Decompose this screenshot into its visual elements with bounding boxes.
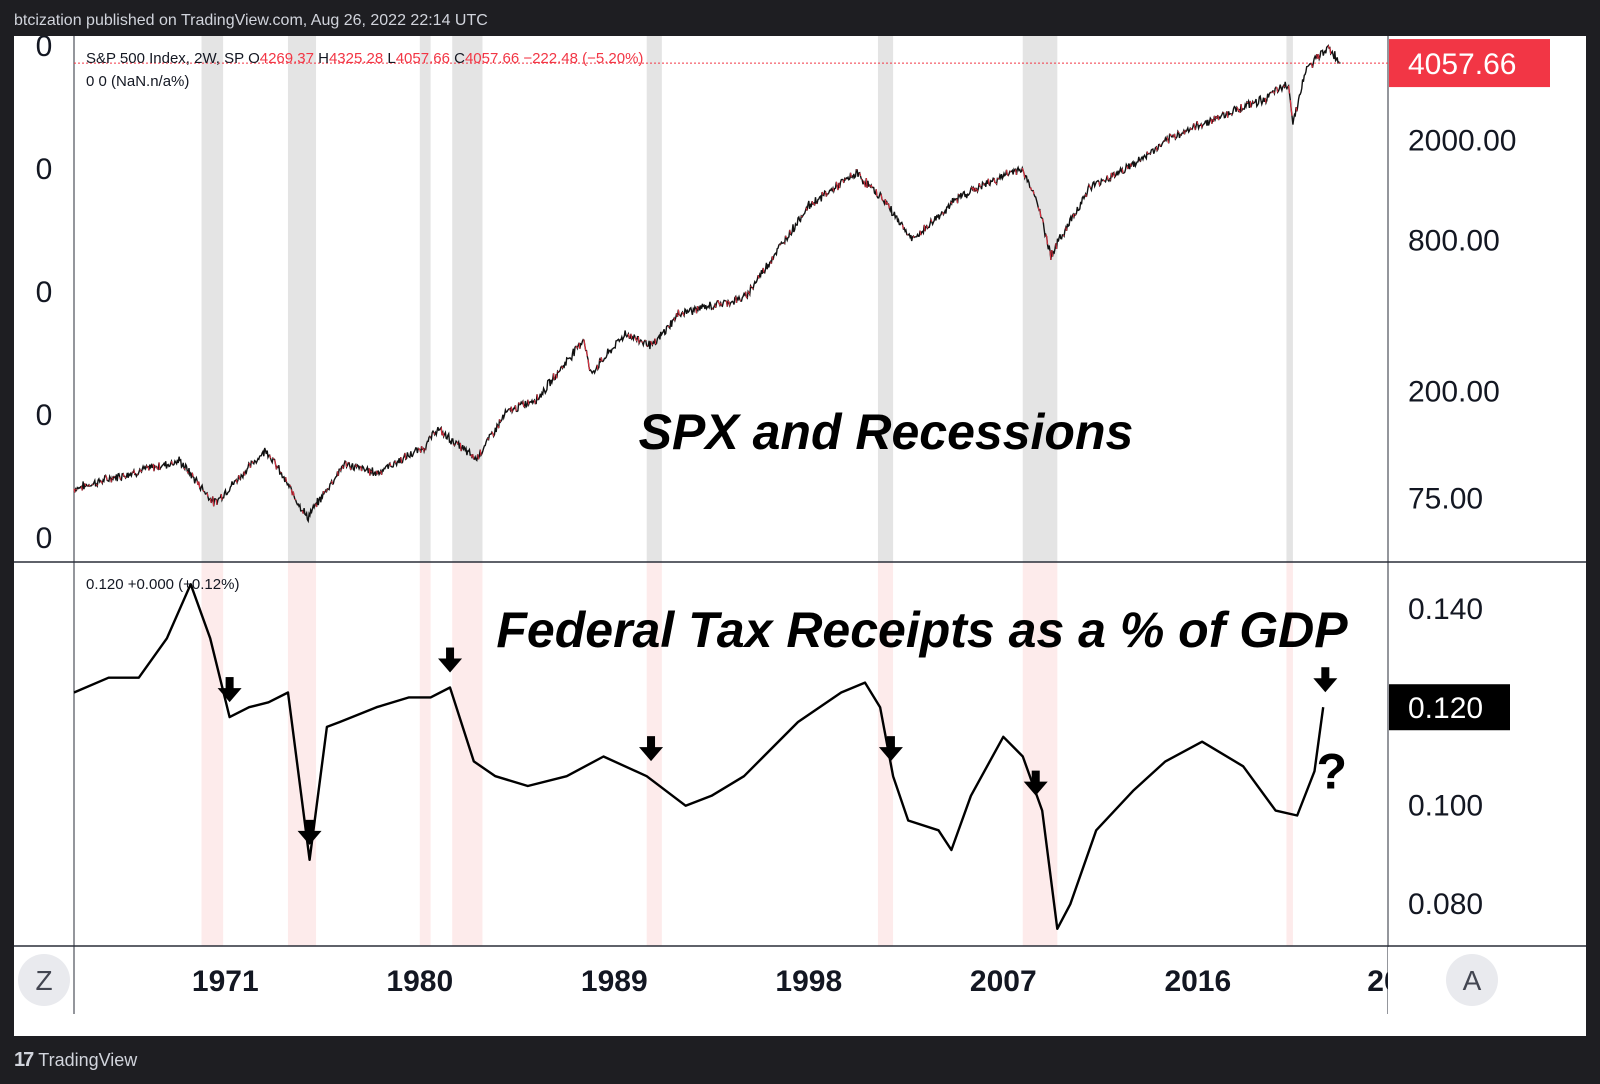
last-price-value: 4057.66 (1408, 48, 1516, 81)
spx-chart-title: SPX and Recessions (639, 404, 1134, 460)
tradingview-logo-icon: 17 (14, 1048, 34, 1071)
spx-legend-second-line: 0 0 (NaN.n/a%) (86, 73, 189, 90)
left-y-tick-label: 0 (36, 153, 53, 186)
recession-band-bottom-3 (452, 562, 483, 946)
spx-down-candles (73, 45, 1340, 514)
left-y-tick-label: 0 (36, 522, 53, 555)
recession-band-bottom-7 (1286, 562, 1293, 946)
recession-band-top-7 (1286, 36, 1293, 562)
x-axis-tick-label: 1971 (192, 965, 259, 998)
tax-y-tick-label: 0.080 (1408, 888, 1483, 921)
spx-legend: S&P 500 Index, 2W, SP O4269.37 H4325.28 … (86, 50, 643, 67)
chart-canvas[interactable]: S&P 500 Index, 2W, SP O4269.37 H4325.28 … (14, 36, 1586, 1036)
tradingview-footer: 17 TradingView (0, 1036, 1600, 1084)
spx-y-tick-label: 2000.00 (1408, 124, 1516, 157)
last-value-text: 0.120 (1408, 692, 1483, 725)
recession-band-bottom-1 (287, 562, 317, 946)
zoom-button[interactable] (18, 954, 70, 1006)
tax-y-tick-label: 0.100 (1408, 790, 1483, 823)
down-arrow-icon (1313, 667, 1338, 693)
auto-scale-button-label[interactable]: A (1463, 965, 1482, 996)
tradingview-brand: TradingView (38, 1049, 138, 1070)
spx-y-tick-label: 75.00 (1408, 483, 1483, 516)
x-axis-tick-label: 1980 (386, 965, 453, 998)
tax-y-tick-label: 0.140 (1408, 593, 1483, 626)
recession-band-bottom-0 (201, 562, 224, 946)
left-y-tick-label: 0 (36, 399, 53, 432)
chart-frame: S&P 500 Index, 2W, SP O4269.37 H4325.28 … (14, 36, 1586, 1036)
recession-band-bottom-2 (419, 562, 431, 946)
recession-band-top-3 (452, 36, 483, 562)
left-y-tick-label: 0 (36, 36, 53, 63)
last-value-badge (1389, 684, 1510, 731)
recession-band-top-6 (1022, 36, 1058, 562)
recession-band-top-2 (419, 36, 431, 562)
recession-band-top-5 (877, 36, 894, 562)
spx-y-tick-label: 800.00 (1408, 224, 1500, 257)
tax-chart-title: Federal Tax Receipts as a % of GDP (496, 602, 1348, 658)
spx-y-tick-label: 200.00 (1408, 376, 1500, 409)
tax-legend: 0.120 +0.000 (+0.12%) (86, 576, 239, 593)
x-axis-tick-label: 2016 (1164, 965, 1231, 998)
last-price-badge (1389, 39, 1550, 88)
publish-header: btcization published on TradingView.com,… (14, 12, 488, 29)
left-y-tick-label: 0 (36, 276, 53, 309)
recession-band-top-1 (287, 36, 317, 562)
x-axis-tick-label: 2007 (970, 965, 1037, 998)
tax-receipts-line (73, 583, 1325, 930)
x-axis-tick-label: 1989 (581, 965, 648, 998)
auto-scale-button[interactable] (1446, 954, 1498, 1006)
zoom-button-label[interactable]: Z (35, 965, 52, 996)
recession-band-top-4 (646, 36, 662, 562)
recession-band-top-0 (201, 36, 224, 562)
x-axis-tick-label: 1998 (775, 965, 842, 998)
question-mark-annotation: ? (1317, 743, 1348, 799)
